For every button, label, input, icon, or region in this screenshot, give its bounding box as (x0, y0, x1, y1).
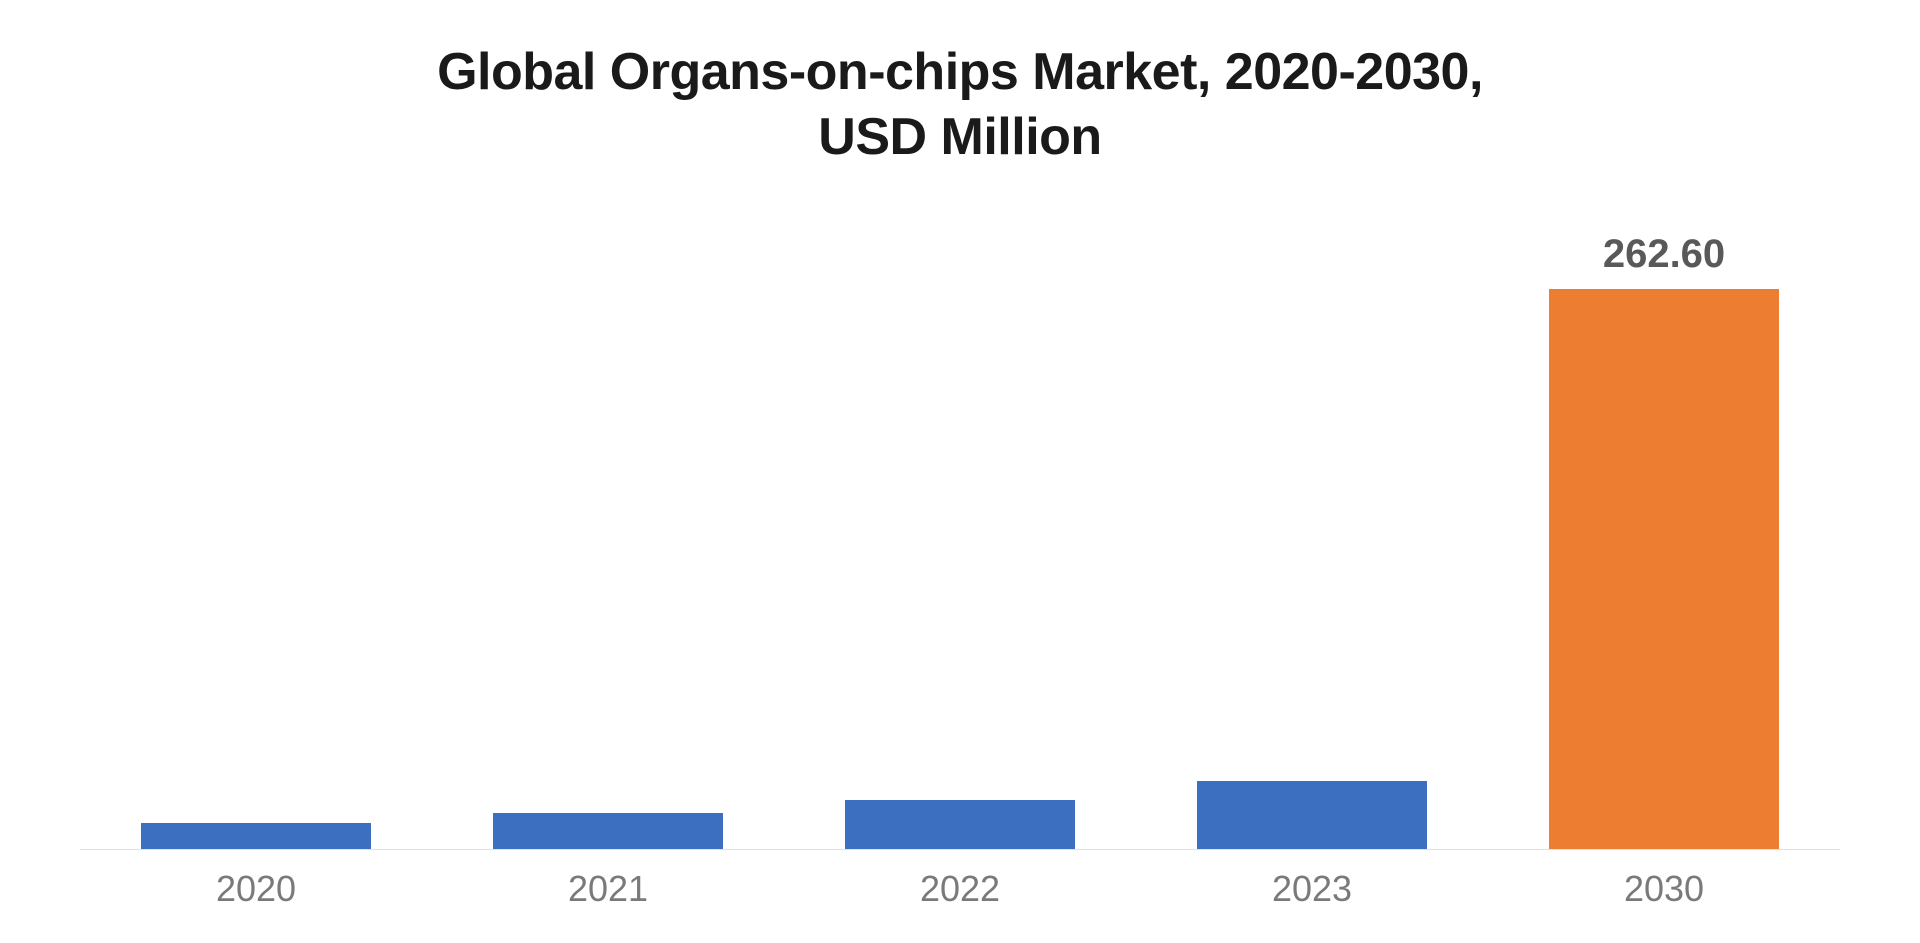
x-axis-label: 2030 (1499, 868, 1829, 910)
bar (845, 800, 1075, 849)
bar-slot (1147, 210, 1477, 849)
bars-row: 262.60 (80, 210, 1840, 850)
x-axis-label: 2020 (91, 868, 421, 910)
x-axis-label: 2021 (443, 868, 773, 910)
chart-title: Global Organs-on-chips Market, 2020-2030… (437, 40, 1483, 170)
plot-area: 262.60 2020 2021 2022 2023 2030 (80, 210, 1840, 910)
bar (1197, 781, 1427, 849)
bar (1549, 289, 1779, 849)
x-axis-label: 2022 (795, 868, 1125, 910)
bar (141, 823, 371, 849)
x-axis-label: 2023 (1147, 868, 1477, 910)
chart-container: Global Organs-on-chips Market, 2020-2030… (0, 0, 1920, 943)
bar-slot (795, 210, 1125, 849)
bar-slot (443, 210, 773, 849)
bar-value-label: 262.60 (1499, 232, 1829, 277)
chart-title-line2: USD Million (818, 108, 1101, 166)
x-axis-labels: 2020 2021 2022 2023 2030 (80, 868, 1840, 910)
bar-slot (91, 210, 421, 849)
bar (493, 813, 723, 849)
bar-slot: 262.60 (1499, 210, 1829, 849)
chart-title-line1: Global Organs-on-chips Market, 2020-2030… (437, 43, 1483, 101)
